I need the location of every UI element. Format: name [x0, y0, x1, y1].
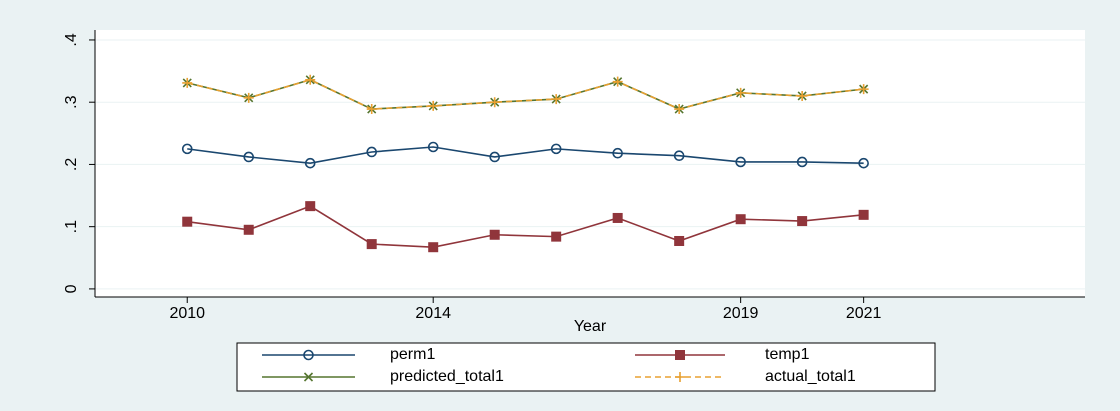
marker [182, 77, 193, 88]
marker [304, 157, 316, 169]
x-axis-label: Year [574, 318, 607, 335]
marker [305, 201, 316, 212]
plot-area [95, 30, 1085, 297]
marker [303, 349, 314, 361]
marker [551, 231, 562, 242]
y-tick-label: .4 [63, 33, 80, 46]
legend-label: temp1 [765, 346, 810, 363]
marker [797, 90, 808, 101]
marker [243, 151, 255, 163]
marker [427, 141, 439, 153]
marker [489, 97, 500, 108]
marker [858, 84, 869, 95]
marker [612, 212, 623, 223]
marker [612, 76, 623, 87]
marker [735, 156, 746, 168]
legend [236, 342, 936, 392]
marker [489, 151, 500, 163]
series-line [187, 78, 864, 110]
y-tick-label: .2 [63, 158, 80, 171]
marker [675, 350, 685, 360]
marker [428, 242, 439, 253]
y-tick-label: 0 [63, 284, 80, 293]
y-tick-label: .1 [63, 220, 80, 233]
x-tick-label: 2010 [169, 305, 205, 322]
marker [243, 224, 254, 235]
legend-label: perm1 [390, 346, 435, 363]
legend-label: actual_total1 [765, 368, 856, 385]
marker [303, 372, 314, 382]
marker [735, 87, 746, 98]
marker [796, 156, 808, 168]
marker [428, 100, 439, 111]
marker [735, 214, 746, 225]
marker [673, 150, 685, 162]
marker [489, 229, 500, 240]
marker [858, 209, 869, 220]
series-line [187, 146, 864, 164]
marker [366, 146, 378, 158]
marker [366, 239, 377, 250]
marker [674, 235, 685, 246]
marker [612, 147, 623, 159]
marker [181, 143, 193, 155]
series-line [187, 205, 864, 249]
marker [243, 92, 254, 103]
marker [551, 94, 562, 105]
marker [305, 74, 316, 85]
marker [797, 216, 808, 227]
x-tick-label: 2019 [723, 305, 759, 322]
x-tick-label: 2021 [846, 305, 882, 322]
marker [366, 104, 377, 115]
marker [858, 157, 869, 169]
y-tick-label: .3 [63, 95, 80, 108]
marker [182, 216, 193, 227]
marker [674, 104, 685, 115]
x-tick-label: 2014 [415, 305, 451, 322]
marker [675, 372, 685, 382]
legend-label: predicted_total1 [390, 368, 504, 385]
marker [550, 143, 562, 155]
